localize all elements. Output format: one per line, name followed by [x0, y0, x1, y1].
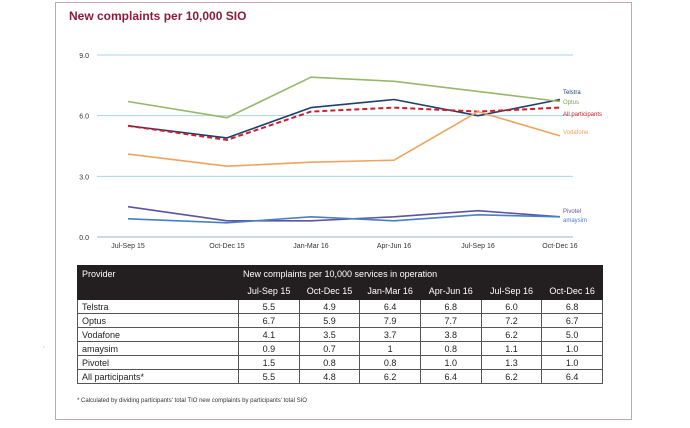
value-cell: 7.9 — [359, 313, 421, 328]
period-column-header: Jul-Sep 16 — [480, 282, 543, 300]
table-row: Pivotel 1.5 0.8 0.8 1.0 1.3 1.0 — [77, 355, 603, 370]
figure-frame — [55, 2, 632, 420]
series-line — [127, 106, 561, 141]
y-tick-label: 9.0 — [79, 53, 89, 60]
y-tick-label: 6.0 — [79, 114, 89, 121]
value-cell: 3.7 — [359, 327, 421, 342]
period-column-header: Jul-Sep 15 — [238, 282, 300, 300]
value-cell: 0.8 — [419, 341, 482, 356]
series-label: Telstra — [563, 90, 581, 96]
value-cell: 3.8 — [419, 327, 482, 342]
value-cell: 6.4 — [541, 369, 603, 384]
table-row: All participants* 5.5 4.8 6.2 6.4 6.2 6.4 — [77, 369, 603, 384]
x-tick-label: Oct-Dec 15 — [209, 243, 245, 250]
x-tick-label: Apr-Jun 16 — [377, 243, 411, 250]
series-label: Optus — [563, 100, 579, 106]
value-cell: 1.1 — [480, 341, 543, 356]
table-row: Optus 6.7 5.9 7.9 7.7 7.2 6.7 — [77, 313, 603, 328]
chart-title: New complaints per 10,000 SIO — [69, 9, 247, 23]
value-cell: 1.0 — [419, 355, 482, 370]
value-cell: 5.5 — [238, 369, 300, 384]
line-chart: 0.0 3.0 6.0 9.0 Jul-Sep 15 Oct-Dec 15 Jan-Mar … — [79, 53, 602, 250]
value-cell: 6.7 — [238, 313, 300, 328]
value-cell: 1.0 — [541, 355, 603, 370]
blank-header-cell — [77, 282, 239, 300]
group-column-header: New complaints per 10,000 services in op… — [238, 265, 603, 283]
provider-cell: Pivotel — [77, 355, 239, 370]
value-cell: 6.2 — [480, 369, 543, 384]
value-cell: 6.2 — [480, 327, 543, 342]
x-tick-label: Jan-Mar 16 — [293, 243, 329, 250]
value-cell: 0.8 — [298, 355, 361, 370]
y-tick-label: 0.0 — [79, 235, 89, 242]
provider-cell: amaysim — [77, 341, 239, 356]
x-tick-label: Jul-Sep 16 — [461, 243, 495, 250]
y-tick-label: 3.0 — [79, 174, 89, 181]
data-table: Provider New complaints per 10,000 servi… — [77, 265, 603, 384]
series-line — [127, 214, 561, 224]
series-line — [127, 98, 561, 139]
value-cell: 5.9 — [298, 313, 361, 328]
margin-mark: , — [43, 343, 45, 349]
period-column-header: Apr-Jun 16 — [419, 282, 482, 300]
value-cell: 3.5 — [298, 327, 361, 342]
series-line — [127, 76, 561, 119]
period-column-header: Jan-Mar 16 — [359, 282, 421, 300]
series-line — [127, 110, 561, 167]
data-table-container: Provider New complaints per 10,000 servi… — [77, 265, 603, 384]
value-cell: 0.7 — [298, 341, 361, 356]
series-label: Vodafone — [563, 130, 589, 136]
table-row: amaysim 0.9 0.7 1 0.8 1.1 1.0 — [77, 341, 603, 356]
value-cell: 1.0 — [541, 341, 603, 356]
period-column-header: Oct-Dec 16 — [541, 282, 603, 300]
value-cell: 1 — [359, 341, 421, 356]
value-cell: 6.4 — [419, 369, 482, 384]
value-cell: 6.8 — [419, 299, 482, 314]
series-label: All participants — [563, 112, 602, 118]
provider-column-header: Provider — [77, 265, 239, 283]
period-column-header: Oct-Dec 15 — [298, 282, 361, 300]
value-cell: 7.2 — [480, 313, 543, 328]
value-cell: 6.4 — [359, 299, 421, 314]
period-header-row: Jul-Sep 15 Oct-Dec 15 Jan-Mar 16 Apr-Jun 16… — [77, 282, 603, 300]
value-cell: 0.9 — [238, 341, 300, 356]
value-cell: 1.5 — [238, 355, 300, 370]
value-cell: 1.3 — [480, 355, 543, 370]
table-row: Vodafone 4.1 3.5 3.7 3.8 6.2 5.0 — [77, 327, 603, 342]
value-cell: 4.8 — [298, 369, 361, 384]
series-label: amaysim — [563, 218, 587, 224]
value-cell: 6.7 — [541, 313, 603, 328]
value-cell: 6.2 — [359, 369, 421, 384]
series-label: Pivotel — [563, 209, 581, 215]
value-cell: 0.8 — [359, 355, 421, 370]
provider-cell: All participants* — [77, 369, 239, 384]
table-body: Telstra 5.5 4.9 6.4 6.8 6.0 6.8 Optus 6.7 5.9 7.9 7… — [77, 299, 603, 384]
table-row: Telstra 5.5 4.9 6.4 6.8 6.0 6.8 — [77, 299, 603, 314]
provider-cell: Vodafone — [77, 327, 239, 342]
x-tick-label: Oct-Dec 16 — [542, 243, 578, 250]
value-cell: 7.7 — [419, 313, 482, 328]
value-cell: 6.8 — [541, 299, 603, 314]
value-cell: 4.1 — [238, 327, 300, 342]
value-cell: 5.0 — [541, 327, 603, 342]
provider-cell: Optus — [77, 313, 239, 328]
footnote: * Calculated by dividing participants' t… — [77, 398, 307, 404]
table-header-row: Provider New complaints per 10,000 servi… — [77, 265, 603, 283]
x-tick-label: Jul-Sep 15 — [111, 243, 145, 250]
provider-cell: Telstra — [77, 299, 239, 314]
value-cell: 5.5 — [238, 299, 300, 314]
value-cell: 4.9 — [298, 299, 361, 314]
value-cell: 6.0 — [480, 299, 543, 314]
